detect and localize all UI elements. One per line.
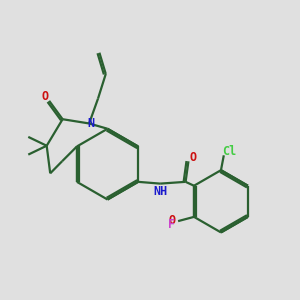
Text: O: O: [189, 151, 196, 164]
Text: O: O: [41, 90, 49, 103]
Text: N: N: [87, 117, 94, 130]
Text: O: O: [168, 214, 175, 227]
Text: NH: NH: [153, 185, 167, 198]
Text: F: F: [168, 218, 175, 231]
Text: Cl: Cl: [222, 145, 236, 158]
